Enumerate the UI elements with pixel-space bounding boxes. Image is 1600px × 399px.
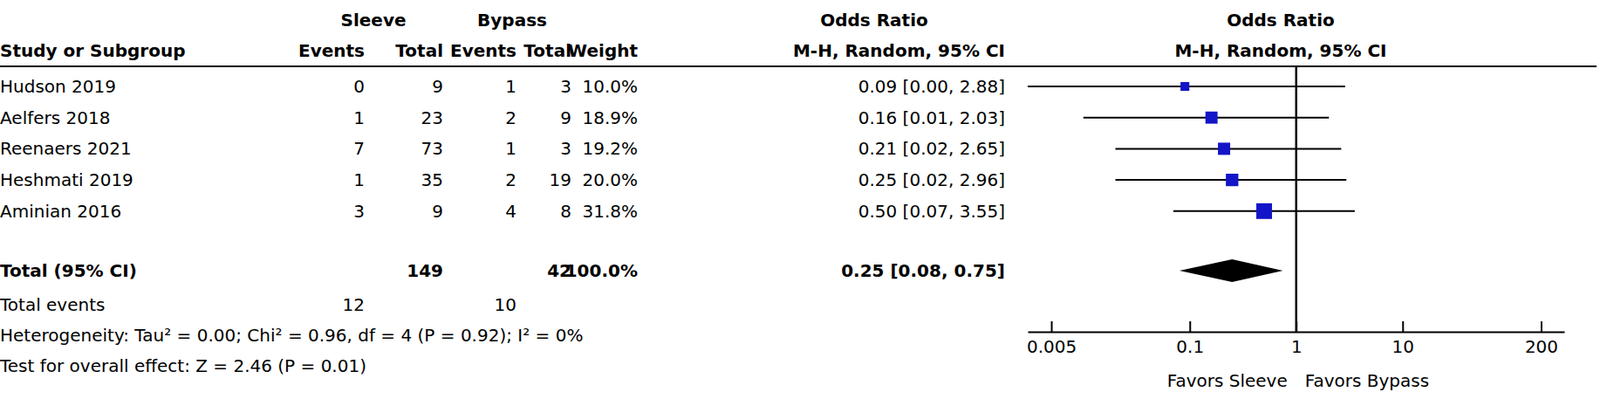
column-header: Study or Subgroup <box>0 40 186 62</box>
tick: 200 <box>1524 321 1559 357</box>
total-label: Total (95% CI) <box>0 259 137 281</box>
column-header: Weight <box>567 40 638 62</box>
tick: 10 <box>1392 321 1415 357</box>
study-square <box>1217 142 1231 155</box>
plot-marks <box>1027 82 1355 282</box>
cell: 0.25 [0.02, 2.96] <box>858 169 1006 191</box>
study-name: Aelfers 2018 <box>0 107 110 129</box>
tick-label: 1 <box>1291 335 1303 357</box>
cell: 73 <box>421 137 444 159</box>
study-square <box>1256 203 1272 219</box>
total-diamond <box>1179 259 1284 282</box>
study-square <box>1205 111 1218 124</box>
cell: 4 <box>505 200 517 222</box>
axis-label: Favors Bypass <box>1305 369 1430 391</box>
cell: 0 <box>353 75 365 97</box>
reference-line <box>1295 66 1299 332</box>
study-name: Heshmati 2019 <box>0 169 134 191</box>
tick: 0.1 <box>1176 321 1204 357</box>
cell: 2 <box>505 107 517 129</box>
cell: 12 <box>342 294 365 315</box>
forest-plot: Sleeve Bypass Odds Ratio Odds Ratio Study or… <box>0 0 1600 399</box>
study-square <box>1225 173 1238 186</box>
tick-mark <box>1540 321 1543 332</box>
cell: 0.09 [0.00, 2.88] <box>858 75 1006 97</box>
cell: 1 <box>353 169 365 191</box>
cell: 9 <box>431 75 444 97</box>
tick-mark <box>1401 321 1404 332</box>
cell: 19.2% <box>581 137 638 159</box>
tick-mark <box>1189 321 1191 332</box>
tick-mark <box>1051 321 1053 332</box>
group-header: Odds Ratio <box>820 9 929 31</box>
study-name: Reenaers 2021 <box>0 137 132 159</box>
total-events-label: Total events <box>0 294 105 315</box>
tick-label: 0.1 <box>1176 335 1204 357</box>
cell: 19 <box>549 169 572 191</box>
cell: 7 <box>353 137 365 159</box>
tick-label: 0.005 <box>1026 335 1077 357</box>
cell: 23 <box>421 107 444 129</box>
column-header: M-H, Random, 95% CI <box>793 40 1006 62</box>
tick-label: 200 <box>1524 335 1559 357</box>
cell: 100.0% <box>565 259 638 281</box>
heterogeneity: Heterogeneity: Tau² = 0.00; Chi² = 0.96,… <box>0 324 583 346</box>
cell: 35 <box>421 169 444 191</box>
cell: 3 <box>353 200 365 222</box>
group-header: Odds Ratio <box>1226 9 1335 31</box>
cell: 18.9% <box>581 107 638 129</box>
cell: 20.0% <box>581 169 638 191</box>
study-name: Hudson 2019 <box>0 75 117 97</box>
column-header: Total <box>523 40 572 62</box>
cell: 8 <box>560 200 572 222</box>
column-header: Events <box>298 40 365 62</box>
cell: 9 <box>431 200 444 222</box>
column-header: Events <box>450 40 517 62</box>
cell: 10 <box>494 294 517 315</box>
axis-label: Favors Sleeve <box>1167 369 1288 391</box>
cell: 0.16 [0.01, 2.03] <box>858 107 1006 129</box>
cell: 0.21 [0.02, 2.65] <box>858 137 1006 159</box>
header-rule <box>0 65 1597 68</box>
study-square <box>1180 82 1190 91</box>
group-header: Sleeve <box>341 9 407 31</box>
cell: 2 <box>505 169 517 191</box>
cell: 3 <box>560 75 572 97</box>
cell: 0.50 [0.07, 3.55] <box>858 200 1006 222</box>
tick: 0.005 <box>1026 321 1077 357</box>
cell: 1 <box>505 75 517 97</box>
group-header: Bypass <box>477 9 548 31</box>
cell: 9 <box>560 107 572 129</box>
study-name: Aminian 2016 <box>0 200 122 222</box>
tick: 1 <box>1291 321 1303 357</box>
cell: 31.8% <box>581 200 638 222</box>
tick-label: 10 <box>1392 335 1415 357</box>
cell: 1 <box>505 137 517 159</box>
tick-mark <box>1295 321 1298 332</box>
column-header: M-H, Random, 95% CI <box>1174 40 1387 62</box>
cell: 10.0% <box>581 75 638 97</box>
overall-effect: Test for overall effect: Z = 2.46 (P = 0… <box>0 355 367 377</box>
cell: 3 <box>560 137 572 159</box>
cell: 149 <box>406 259 444 281</box>
cell: 0.25 [0.08, 0.75] <box>841 259 1006 281</box>
x-axis: 0.005 0.1 1 10 200 <box>1026 321 1566 357</box>
cell: 1 <box>353 107 365 129</box>
column-header: Total <box>395 40 444 62</box>
